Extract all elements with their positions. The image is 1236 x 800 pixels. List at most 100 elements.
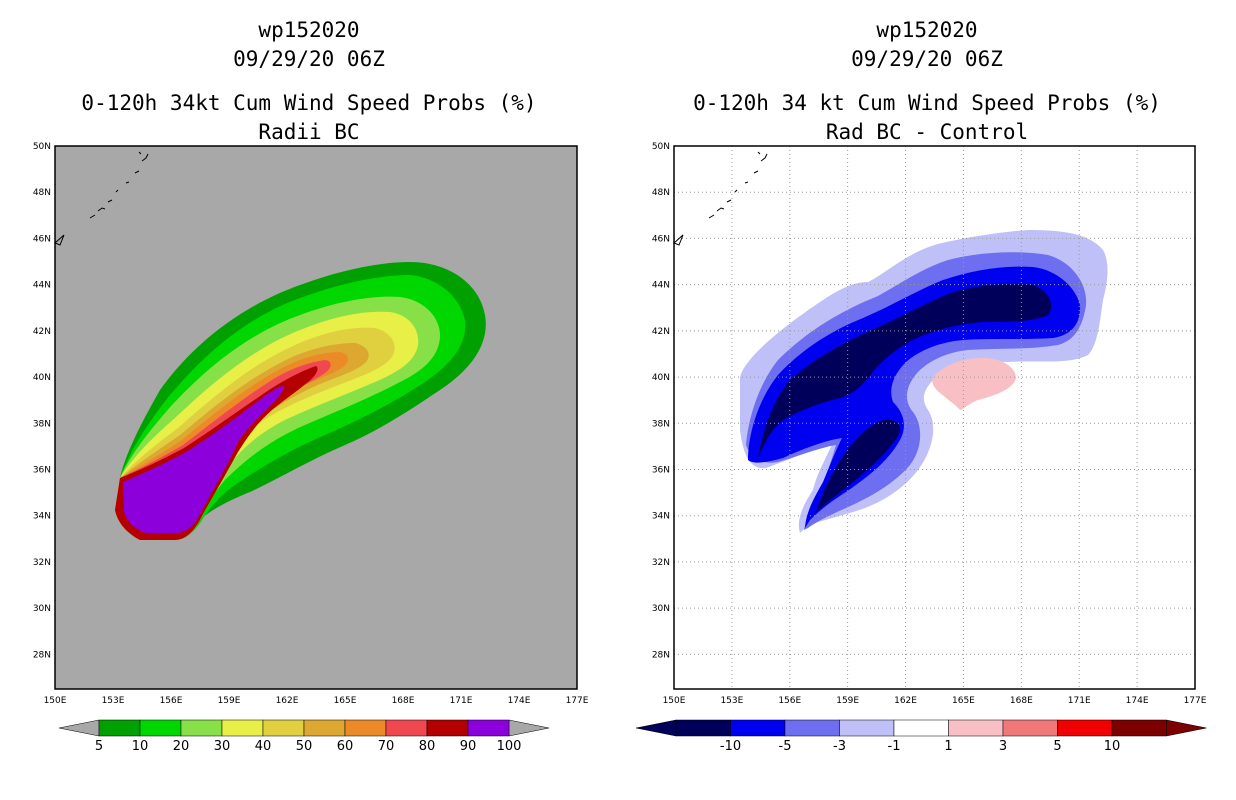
longitude-label: 171E — [1068, 696, 1091, 706]
latitude-label: 32N — [652, 558, 670, 568]
latitude-label: 28N — [652, 650, 670, 660]
latitude-label: 30N — [33, 604, 51, 614]
plot-subtitle: Radii BC — [258, 120, 360, 144]
latitude-label: 46N — [652, 234, 670, 244]
datetime: 09/29/20 06Z — [851, 47, 1003, 71]
coastline — [54, 151, 149, 246]
storm-id: wp152020 — [258, 18, 360, 42]
colorbar-swatch — [730, 719, 786, 737]
latitude-label: 40N — [33, 373, 51, 383]
latitude-label: 38N — [652, 419, 670, 429]
colorbar-swatch — [784, 719, 840, 737]
colorbar-label: 3 — [999, 739, 1007, 754]
plot-title: 0-120h 34kt Cum Wind Speed Probs (%) — [81, 91, 537, 115]
colorbar-label: 5 — [95, 739, 103, 754]
latitude-label: 50N — [33, 142, 51, 152]
longitude-label: 150E — [44, 696, 67, 706]
colorbar-label: 5 — [1053, 739, 1061, 754]
colorbar-label: 90 — [460, 739, 477, 754]
colorbar-swatch — [180, 719, 223, 737]
probability-contours — [115, 262, 486, 540]
coastline — [673, 151, 768, 246]
map-border — [673, 145, 1196, 690]
longitude-label: 150E — [663, 696, 686, 706]
latitude-label: 28N — [33, 650, 51, 660]
longitude-label: 153E — [720, 696, 743, 706]
left-panel: wp152020 09/29/20 06Z 0-120h 34kt Cum Wi… — [33, 18, 589, 754]
longitude-label: 174E — [508, 696, 531, 706]
longitude-label: 174E — [1126, 696, 1149, 706]
grid-lines — [674, 146, 1195, 689]
datetime: 09/29/20 06Z — [233, 47, 385, 71]
colorbar-label: 50 — [296, 739, 313, 754]
latitude-label: 30N — [652, 604, 670, 614]
right-panel: wp152020 09/29/20 06Z 0-120h 34 kt Cum W… — [618, 0, 1236, 800]
latitude-label: 34N — [652, 512, 670, 522]
colorbar-swatch — [426, 719, 469, 737]
latitude-label: 36N — [652, 465, 670, 475]
colorbar-label: 30 — [214, 739, 231, 754]
probability-colorbar: 5 10 20 30 40 50 60 70 80 90 100 — [58, 719, 550, 754]
latitude-label: 44N — [652, 281, 670, 291]
latitude-label: 44N — [33, 281, 51, 291]
colorbar-swatch — [1002, 719, 1058, 737]
contour-minus-5 — [748, 266, 1081, 528]
longitude-label: 159E — [218, 696, 241, 706]
colorbar-swatch — [467, 719, 510, 737]
probability-map: 50N 48N 46N 44N 42N 40N 38N 36N 34N 32N 30N 28N 150… — [33, 142, 589, 754]
colorbar-swatch — [1057, 719, 1113, 737]
colorbar-swatch — [344, 719, 387, 737]
longitude-label: 156E — [778, 696, 801, 706]
longitude-label: 153E — [102, 696, 125, 706]
longitude-labels: 150E 153E 156E 159E 162E 165E 168E 171E 174E 177E — [44, 696, 589, 706]
latitude-label: 36N — [33, 465, 51, 475]
difference-contours — [740, 230, 1108, 533]
longitude-label: 168E — [1010, 696, 1033, 706]
colorbar-label: -3 — [833, 739, 846, 754]
latitude-labels: 50N 48N 46N 44N 42N 40N 38N 36N 34N 32N 30N 28N — [652, 142, 670, 660]
colorbar-label: 40 — [255, 739, 272, 754]
colorbar-label: 80 — [419, 739, 436, 754]
plot-subtitle: Rad BC - Control — [825, 120, 1029, 144]
longitude-label: 162E — [276, 696, 299, 706]
longitude-label: 168E — [392, 696, 415, 706]
plot-title: 0-120h 34 kt Cum Wind Speed Probs (%) — [693, 91, 1161, 115]
storm-id: wp152020 — [876, 18, 978, 42]
colorbar-swatch — [385, 719, 428, 737]
longitude-label: 156E — [160, 696, 183, 706]
colorbar-swatch — [139, 719, 182, 737]
colorbar-label: 100 — [497, 739, 522, 754]
longitude-label: 165E — [952, 696, 975, 706]
latitude-label: 38N — [33, 419, 51, 429]
colorbar-arrow-left — [635, 719, 677, 737]
colorbar-swatch — [98, 719, 141, 737]
latitude-label: 34N — [33, 512, 51, 522]
colorbar-swatch — [1111, 719, 1167, 737]
colorbar-swatch — [675, 719, 731, 737]
colorbar-label: -5 — [779, 739, 792, 754]
colorbar-label: 10 — [1104, 739, 1121, 754]
colorbar-label: 60 — [337, 739, 354, 754]
latitude-label: 48N — [33, 188, 51, 198]
longitude-labels: 150E 153E 156E 159E 162E 165E 168E 171E 174E 177E — [663, 696, 1207, 706]
difference-colorbar: -10 -5 -3 -1 1 3 5 10 — [635, 719, 1207, 754]
contour-plus-1 — [932, 358, 1016, 410]
island-chain — [673, 151, 768, 246]
colorbar-label: 20 — [173, 739, 190, 754]
latitude-label: 42N — [652, 327, 670, 337]
colorbar-swatch — [893, 719, 949, 737]
longitude-label: 171E — [450, 696, 473, 706]
longitude-label: 159E — [836, 696, 859, 706]
contour-minus-10 — [758, 284, 1052, 512]
colorbar-label: -10 — [720, 739, 741, 754]
latitude-label: 40N — [652, 373, 670, 383]
longitude-label: 165E — [334, 696, 357, 706]
colorbar-label: 10 — [132, 739, 149, 754]
latitude-label: 46N — [33, 234, 51, 244]
colorbar-swatch — [839, 719, 895, 737]
colorbar-label: 1 — [944, 739, 952, 754]
map-border — [54, 145, 578, 690]
colorbar-swatch — [221, 719, 264, 737]
colorbar-swatch — [262, 719, 305, 737]
